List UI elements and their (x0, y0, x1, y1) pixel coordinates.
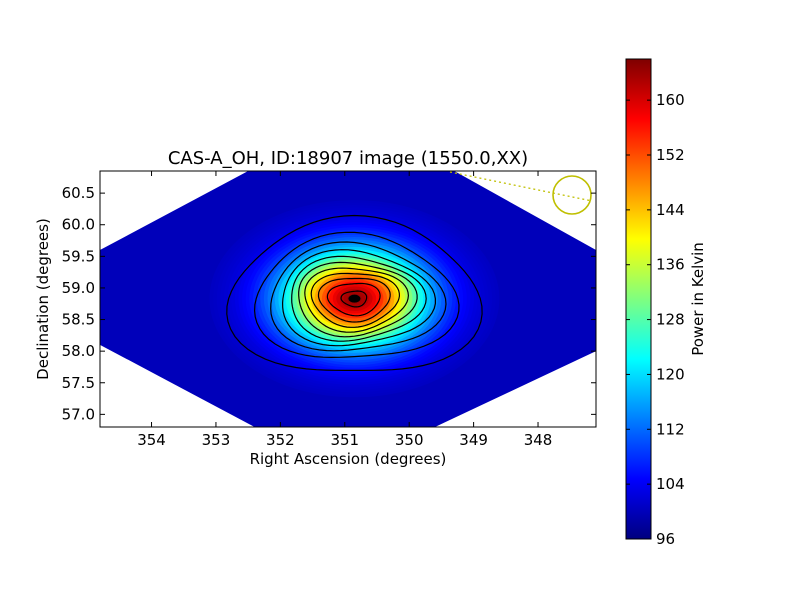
y-tick-label: 57.0 (62, 405, 95, 423)
x-tick-label: 349 (459, 431, 488, 449)
colorbar-tick-label: 104 (656, 475, 685, 493)
y-tick-label: 60.0 (62, 216, 95, 234)
colorbar-tick-label: 120 (656, 365, 685, 383)
x-tick-label: 352 (266, 431, 295, 449)
contour-line (281, 249, 436, 347)
colorbar-ticks: 96 104 112 120 128 136 144 152 160 (626, 91, 685, 548)
colorbar-tick-label: 96 (656, 530, 675, 548)
x-tick-label: 353 (202, 431, 231, 449)
contour-line (226, 214, 483, 371)
x-tick-label: 350 (395, 431, 424, 449)
contour-line (304, 267, 410, 333)
contour-line (253, 231, 460, 359)
colorbar-tick-label: 144 (656, 201, 685, 219)
contour-line (326, 282, 381, 317)
contour-line (310, 272, 401, 328)
y-tick-label: 58.5 (62, 311, 95, 329)
colorbar (625, 58, 652, 540)
x-tick-label: 351 (330, 431, 359, 449)
colorbar-label: Power in Kelvin (689, 242, 707, 356)
chart-title: CAS-A_OH, ID:18907 image (1550.0,XX) (168, 148, 528, 169)
y-tick-label: 59.0 (62, 279, 95, 297)
x-tick-label: 348 (524, 431, 553, 449)
contour-line (291, 255, 427, 342)
y-axis-ticks: 57.0 57.5 58.0 58.5 59.0 59.5 60.0 60.5 (62, 184, 596, 423)
beam-guide-line (449, 171, 593, 202)
beam-circle (552, 175, 592, 215)
plot-area (100, 171, 596, 427)
peak-marker (348, 294, 361, 303)
contour-line (298, 261, 418, 338)
y-tick-label: 58.0 (62, 342, 95, 360)
y-tick-label: 57.5 (62, 374, 95, 392)
colorbar-tick-label: 136 (656, 256, 685, 274)
x-axis-label: Right Ascension (degrees) (250, 450, 447, 468)
contour-line (317, 277, 391, 323)
contour-line (270, 241, 447, 352)
y-tick-label: 60.5 (62, 184, 95, 202)
beam-marker (449, 171, 593, 215)
axes-frame (99, 170, 597, 428)
colorbar-tick-label: 112 (656, 420, 685, 438)
colorbar-tick-label: 152 (656, 146, 685, 164)
contour-line (340, 290, 368, 308)
colorbar-tick-label: 160 (656, 91, 685, 109)
y-axis-label: Declination (degrees) (34, 218, 52, 380)
x-axis-ticks: 354 353 352 351 350 349 348 (137, 171, 552, 449)
colorbar-tick-label: 128 (656, 311, 685, 329)
x-tick-label: 354 (137, 431, 166, 449)
y-tick-label: 59.5 (62, 247, 95, 265)
contour-lines (226, 214, 483, 371)
